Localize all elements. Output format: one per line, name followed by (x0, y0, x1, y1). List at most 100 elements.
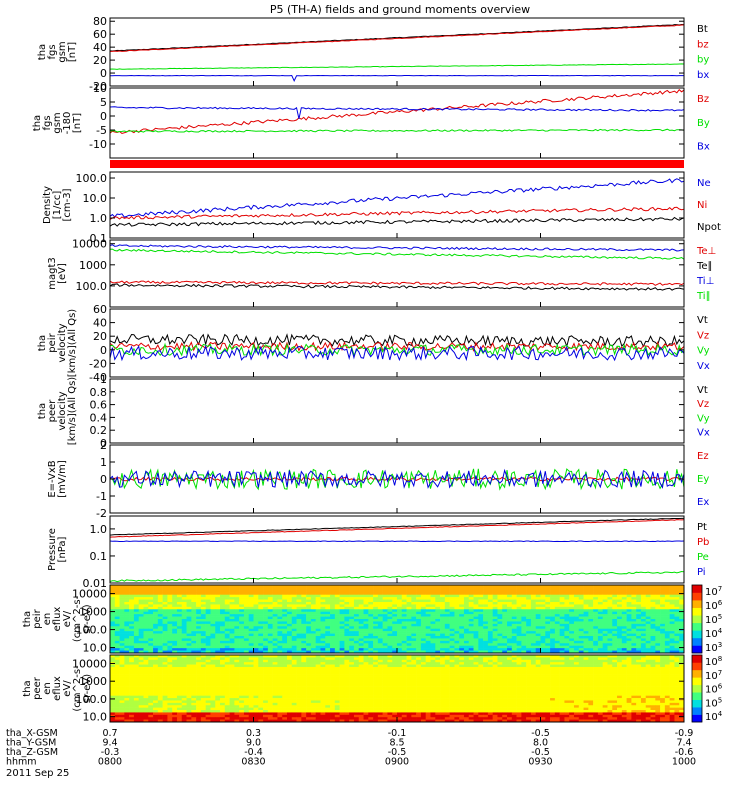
heatmap-cell (511, 606, 517, 610)
heatmap-cell (191, 606, 197, 610)
heatmap-cell (459, 631, 465, 634)
heatmap-cell (597, 614, 603, 617)
heatmap-cell (669, 587, 675, 591)
heatmap-cell (559, 638, 565, 642)
heatmap-cell (645, 611, 651, 615)
heatmap-cell (157, 592, 163, 596)
heatmap-cell (660, 645, 666, 649)
heatmap-cell (420, 669, 426, 673)
heatmap-cell (492, 666, 498, 670)
heatmap-cell (143, 606, 149, 610)
heatmap-cell (444, 585, 450, 588)
heatmap-cell (267, 666, 273, 670)
heatmap-cell (626, 597, 632, 600)
heatmap-cell (430, 671, 436, 675)
heatmap-cell (416, 602, 422, 605)
heatmap-cell (167, 640, 173, 644)
heatmap-cell (664, 659, 670, 663)
heatmap-cell (148, 599, 154, 603)
heatmap-cell (636, 621, 642, 625)
heatmap-cell (411, 611, 417, 615)
heatmap-cell (296, 633, 302, 637)
heatmap-cell (196, 678, 202, 682)
heatmap-cell (277, 659, 283, 663)
heatmap-cell (339, 585, 345, 588)
heatmap-cell (344, 662, 350, 665)
heatmap-cell (248, 611, 254, 615)
heatmap-cell (353, 648, 360, 651)
heatmap-cell (129, 589, 135, 593)
heatmap-cell (215, 623, 221, 627)
heatmap-cell (430, 676, 436, 680)
figure-title: P5 (TH-A) fields and ground moments over… (270, 3, 530, 16)
heatmap-cell (277, 614, 283, 617)
legend-entry: By (697, 118, 710, 129)
heatmap-cell (253, 669, 259, 673)
heatmap-cell (181, 626, 187, 630)
heatmap-cell (459, 659, 465, 663)
heatmap-cell (669, 655, 675, 658)
heatmap-cell (210, 602, 216, 605)
heatmap-cell (124, 621, 130, 625)
heatmap-cell (540, 659, 546, 663)
heatmap-cell (167, 645, 173, 649)
heatmap-cell (449, 640, 455, 644)
heatmap-cell (597, 664, 603, 668)
heatmap-cell (133, 628, 139, 632)
heatmap-cell (172, 676, 178, 680)
heatmap-cell (621, 619, 627, 622)
heatmap-cell (258, 669, 264, 673)
heatmap-cell (483, 650, 489, 654)
heatmap-cell (306, 636, 312, 639)
heatmap-cell (229, 669, 235, 673)
heatmap-cell (502, 594, 508, 598)
heatmap-cell (540, 623, 546, 627)
heatmap-cell (420, 636, 426, 639)
heatmap-cell (119, 628, 125, 632)
heatmap-cell (392, 619, 398, 622)
y-tick-label: 1000 (79, 606, 107, 619)
heatmap-cell (444, 645, 450, 649)
heatmap-cell (330, 602, 336, 605)
heatmap-cell (478, 628, 484, 632)
heatmap-cell (291, 616, 297, 620)
heatmap-cell (330, 648, 336, 651)
heatmap-cell (631, 655, 637, 658)
heatmap-cell (401, 611, 407, 615)
heatmap-cell (516, 657, 522, 661)
series-line-fgs-0 (109, 23, 685, 52)
heatmap-cell (286, 614, 293, 617)
heatmap-cell (253, 589, 259, 593)
heatmap-cell (487, 638, 493, 642)
heatmap-cell (535, 640, 541, 644)
heatmap-cell (310, 631, 316, 634)
heatmap-cell (167, 621, 173, 625)
heatmap-cell (167, 616, 173, 620)
heatmap-cell (229, 589, 235, 593)
heatmap-cell (459, 633, 465, 637)
heatmap-cell (440, 655, 446, 658)
heatmap-cell (205, 631, 211, 634)
heatmap-cell (282, 606, 288, 610)
heatmap-cell (306, 678, 312, 682)
heatmap-cell (468, 664, 474, 668)
heatmap-cell (148, 664, 154, 668)
heatmap-cell (143, 604, 149, 608)
heatmap-cell (454, 662, 460, 665)
heatmap-cell (411, 589, 417, 593)
heatmap-cell (263, 648, 269, 651)
heatmap-cell (382, 589, 388, 593)
heatmap-cell (669, 631, 675, 634)
heatmap-cell (263, 664, 269, 668)
heatmap-cell (416, 587, 422, 591)
heatmap-cell (224, 628, 230, 632)
heatmap-cell (239, 678, 245, 682)
heatmap-cell (344, 585, 350, 588)
heatmap-cell (583, 597, 589, 600)
heatmap-cell (263, 628, 269, 632)
heatmap-cell (215, 640, 221, 644)
heatmap-cell (148, 666, 154, 670)
heatmap-cell (377, 676, 383, 680)
heatmap-cell (234, 633, 240, 637)
heatmap-cell (301, 650, 307, 654)
